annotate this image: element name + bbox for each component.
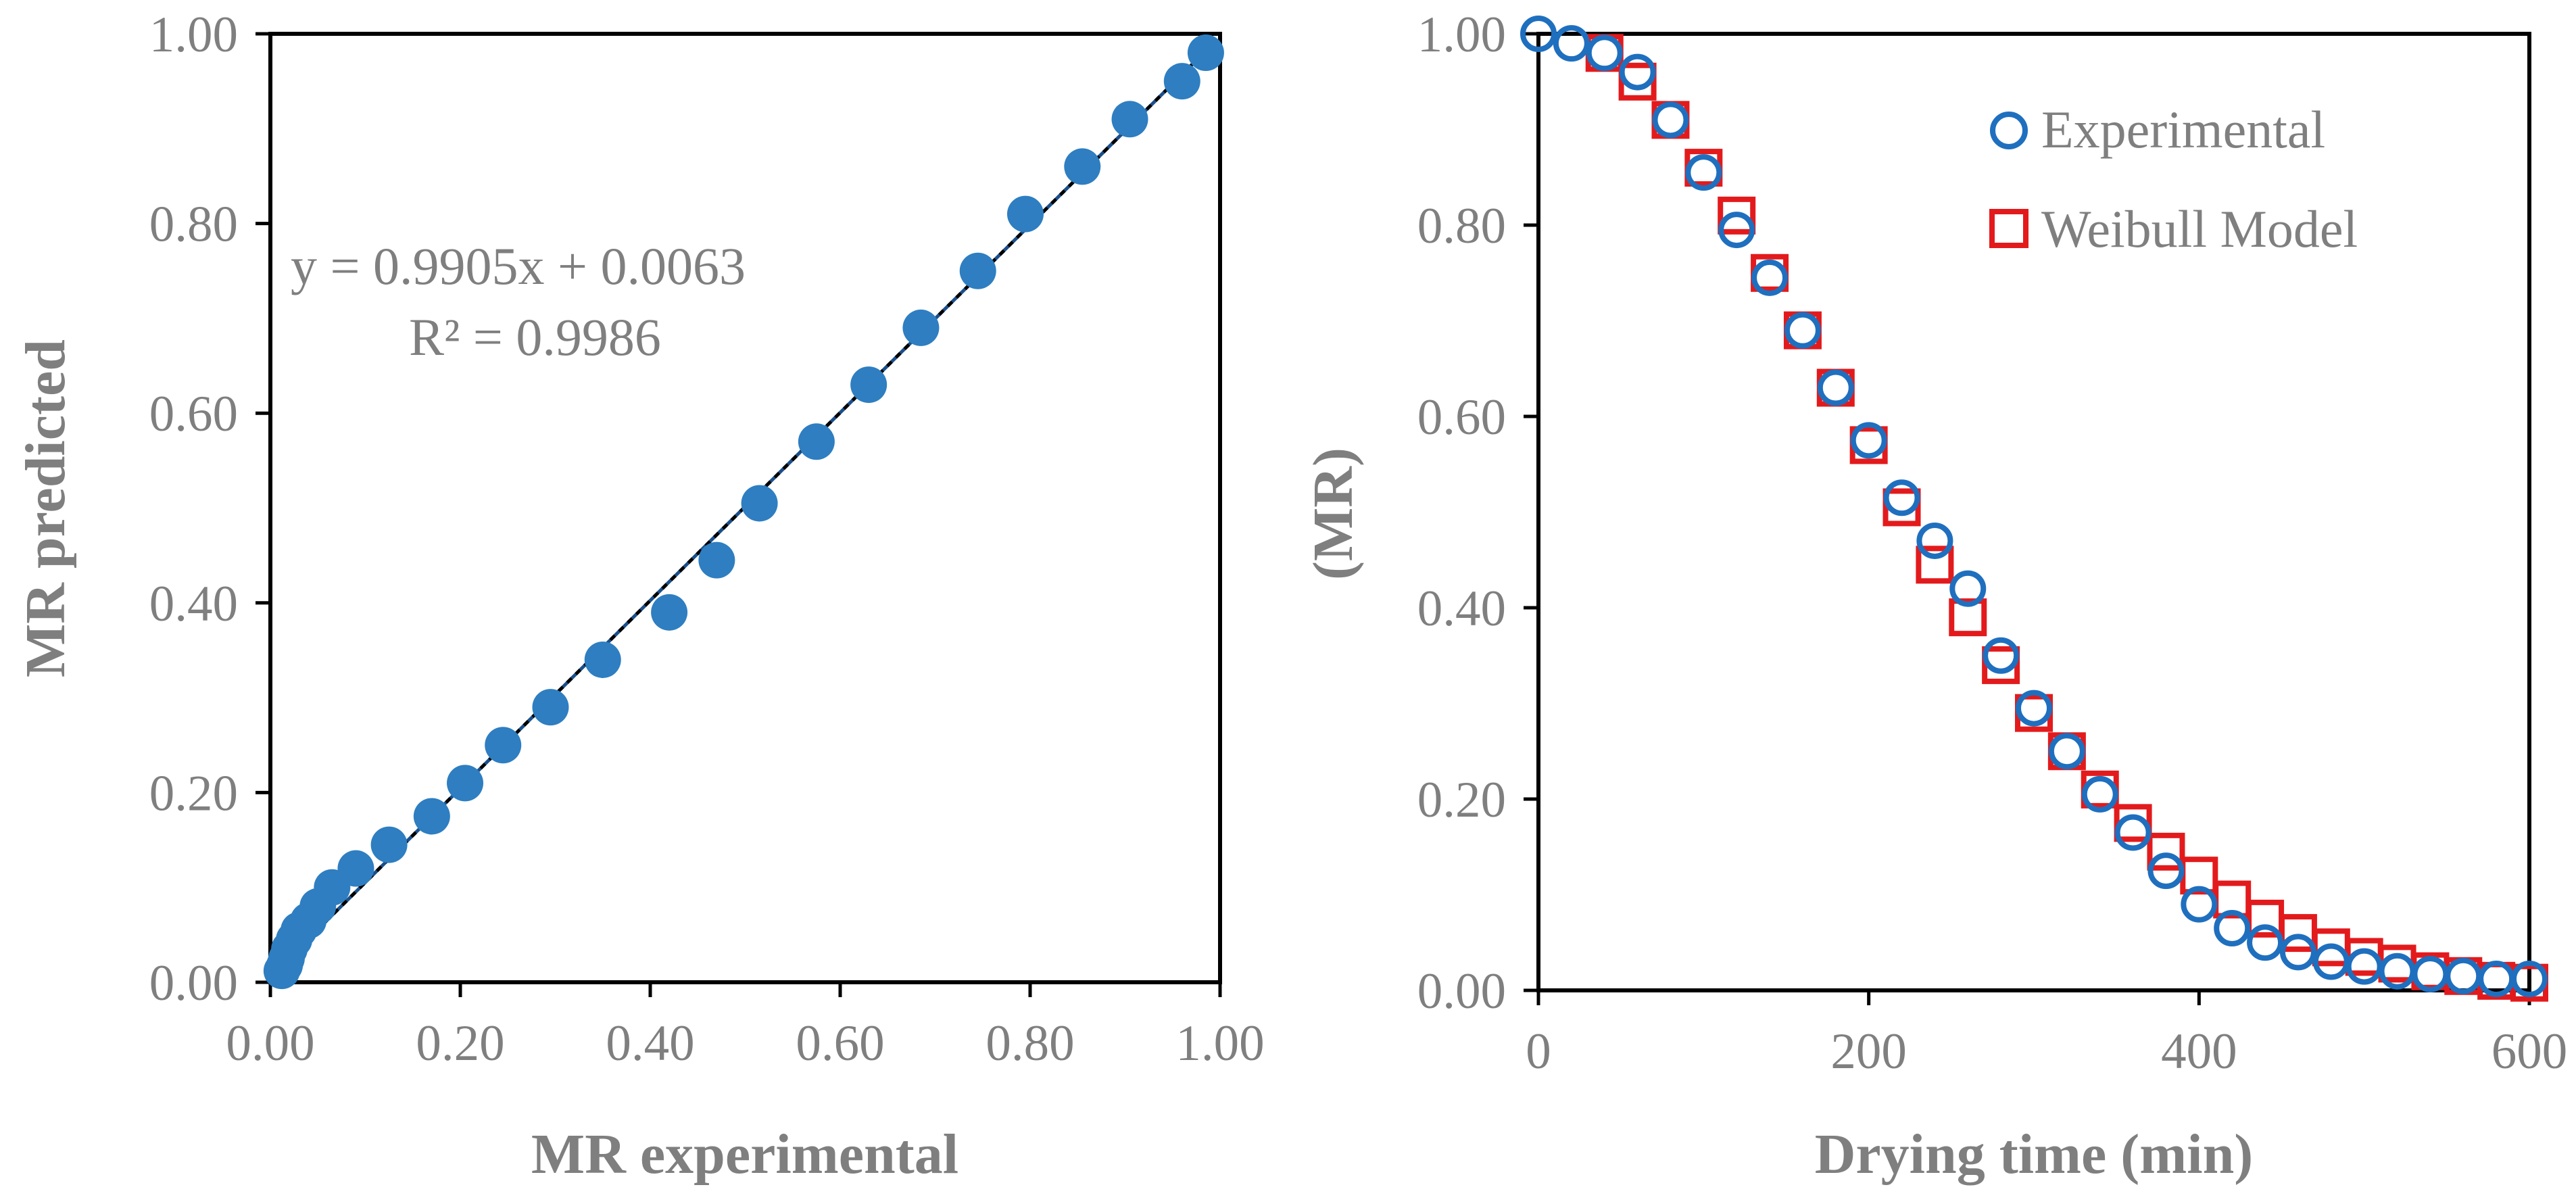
drying-y-tick-label: 1.00 — [1417, 7, 1506, 63]
parity-point — [532, 689, 569, 726]
parity-point — [798, 423, 835, 460]
parity-y-tick-label: 0.60 — [149, 386, 238, 442]
drying-x-tick-label: 400 — [2161, 1024, 2237, 1080]
parity-x-ticks: 0.00 0.20 0.40 0.60 0.80 1.00 — [226, 982, 1265, 1071]
experimental-point — [2181, 886, 2218, 923]
parity-point — [741, 485, 778, 522]
drying-x-tick-label: 0 — [1526, 1024, 1551, 1080]
experimental-point — [1817, 369, 1854, 406]
parity-x-tick-label: 0.80 — [986, 1015, 1074, 1071]
parity-point — [1111, 101, 1148, 138]
parity-y-tick-label: 1.00 — [149, 7, 238, 63]
experimental-point — [2511, 961, 2548, 998]
regression-equation: y = 0.9905x + 0.0063 — [291, 237, 746, 295]
parity-points — [263, 34, 1224, 990]
parity-point — [263, 953, 300, 990]
drying-y-tick-label: 0.20 — [1417, 772, 1506, 828]
parity-point — [1064, 148, 1101, 185]
drying-y-tick-label: 0.60 — [1417, 389, 1506, 446]
experimental-point — [1520, 16, 1557, 52]
legend: Experimental Weibull Model — [1989, 100, 2358, 258]
experimental-point — [2016, 690, 2052, 727]
experimental-point — [1751, 259, 1789, 296]
parity-point — [1163, 63, 1200, 100]
parity-point — [447, 765, 484, 802]
experimental-point — [1586, 34, 1623, 72]
experimental-point — [2147, 852, 2185, 890]
experimental-point — [2279, 934, 2316, 971]
parity-x-tick-label: 1.00 — [1175, 1015, 1264, 1071]
parity-point — [1187, 34, 1224, 72]
experimental-point — [1718, 212, 1755, 249]
legend-weibull-marker — [1989, 209, 2028, 248]
parity-point — [584, 641, 621, 678]
drying-y-tick-label: 0.00 — [1417, 963, 1506, 1019]
experimental-point — [1983, 637, 2020, 674]
parity-point — [1006, 195, 1044, 233]
parity-y-axis-title: MR predicted — [14, 339, 77, 677]
experimental-point — [2048, 733, 2085, 770]
parity-point — [370, 826, 408, 863]
experimental-points — [1520, 16, 2548, 998]
parity-x-tick-label: 0.20 — [416, 1015, 504, 1071]
parity-x-tick-label: 0.40 — [606, 1015, 694, 1071]
experimental-point — [1883, 479, 1920, 516]
experimental-point — [1685, 154, 1722, 191]
parity-x-axis-title: MR experimental — [531, 1123, 958, 1186]
parity-point — [651, 594, 688, 631]
legend-weibull-label: Weibull Model — [2041, 199, 2358, 258]
legend-experimental-label: Experimental — [2041, 100, 2325, 159]
parity-point — [959, 252, 996, 289]
drying-x-tick-label: 600 — [2492, 1024, 2568, 1080]
experimental-point — [2114, 814, 2152, 851]
drying-chart: 0 200 400 600 0.00 0.20 0.40 0.60 0.80 1.00 Expe… — [1302, 7, 2567, 1186]
legend-experimental-marker — [1990, 112, 2028, 149]
drying-y-axis-title: (MR) — [1302, 448, 1365, 580]
parity-y-tick-label: 0.00 — [149, 955, 238, 1011]
parity-point — [698, 541, 735, 579]
drying-y-ticks: 0.00 0.20 0.40 0.60 0.80 1.00 — [1417, 7, 1538, 1019]
parity-trendline — [281, 45, 1212, 967]
r-squared: R² = 0.9986 — [409, 308, 661, 366]
experimental-point — [1949, 570, 1987, 607]
weibull-model-point — [1949, 598, 1987, 637]
parity-point — [485, 727, 522, 764]
experimental-point — [1619, 53, 1656, 91]
parity-point — [902, 309, 940, 346]
experimental-point — [2081, 775, 2118, 813]
parity-point — [850, 366, 888, 404]
parity-chart: 0.00 0.20 0.40 0.60 0.80 1.00 0.00 0.20 0.40 0.6… — [14, 7, 1265, 1186]
parity-x-tick-label: 0.60 — [796, 1015, 884, 1071]
parity-y-ticks: 0.00 0.20 0.40 0.60 0.80 1.00 — [149, 7, 270, 1011]
weibull-model-point — [2114, 804, 2152, 842]
parity-y-tick-label: 0.20 — [149, 765, 238, 821]
experimental-point — [1553, 25, 1590, 62]
weibull-model-point — [1916, 546, 1954, 584]
weibull-model-point — [1718, 196, 1756, 235]
parity-point — [413, 798, 450, 835]
weibull-model-point — [1882, 488, 1921, 527]
experimental-point — [1850, 422, 1887, 459]
parity-y-tick-label: 0.40 — [149, 576, 238, 632]
parity-x-tick-label: 0.00 — [226, 1015, 314, 1071]
drying-x-axis-title: Drying time (min) — [1815, 1123, 2254, 1186]
experimental-point — [1916, 522, 1953, 559]
experimental-point — [2247, 924, 2284, 961]
drying-plot-area — [1536, 32, 2531, 992]
drying-x-ticks: 0 200 400 600 — [1526, 990, 2567, 1080]
experimental-point — [1652, 101, 1689, 139]
experimental-point — [2214, 910, 2251, 947]
parity-y-tick-label: 0.80 — [149, 197, 238, 253]
drying-y-tick-label: 0.40 — [1417, 581, 1506, 637]
weibull-model-point — [1618, 62, 1657, 101]
drying-x-tick-label: 200 — [1830, 1024, 1907, 1080]
experimental-point — [1784, 312, 1821, 349]
weibull-model-point — [2147, 832, 2185, 871]
drying-y-tick-label: 0.80 — [1417, 198, 1506, 254]
weibull-model-point — [1982, 646, 2020, 684]
